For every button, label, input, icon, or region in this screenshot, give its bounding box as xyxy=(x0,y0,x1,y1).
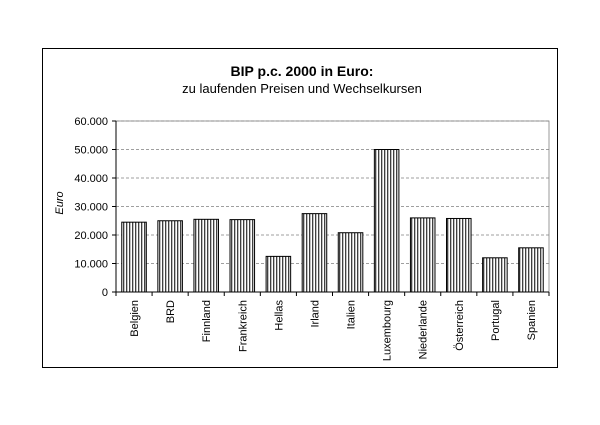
bar-österreich xyxy=(446,217,472,293)
y-tick-label: 30.000 xyxy=(74,202,108,214)
y-axis-label: Euro xyxy=(54,191,66,214)
category-label: Hellas xyxy=(273,300,285,331)
y-tick-label: 60.000 xyxy=(74,116,108,128)
y-tick-label: 10.000 xyxy=(74,259,108,271)
bar-brd xyxy=(157,220,183,293)
category-label: Luxembourg xyxy=(382,300,394,361)
category-label: BRD xyxy=(165,300,177,323)
chart-frame xyxy=(42,48,558,368)
y-tick-label: 50.000 xyxy=(74,145,108,157)
axes xyxy=(112,120,550,296)
y-tick-label: 0 xyxy=(102,287,108,299)
bar-portugal xyxy=(482,257,508,293)
category-label: Irland xyxy=(310,300,322,328)
category-label: Österreich xyxy=(454,300,466,351)
category-label: Niederlande xyxy=(418,300,430,359)
y-tick-label: 20.000 xyxy=(74,230,108,242)
category-label: Spanien xyxy=(526,300,538,340)
bar-frankreich xyxy=(229,219,256,293)
category-labels: Belgien BRD Finnland Frankreich Hellas Irland… xyxy=(129,300,538,362)
chart-title: BIP p.c. 2000 in Euro: xyxy=(231,63,374,79)
bars xyxy=(121,149,544,293)
bar-hellas xyxy=(265,255,292,293)
y-tick-label: 40.000 xyxy=(74,173,108,185)
bar-belgien xyxy=(121,221,147,293)
bar-irland xyxy=(301,213,328,293)
bar-niederlande xyxy=(409,217,436,293)
category-label: Frankreich xyxy=(237,300,249,352)
bar-italien xyxy=(337,232,364,293)
bar-finnland xyxy=(193,218,219,293)
category-label: Belgien xyxy=(129,300,141,337)
y-tick-labels: 0 10.000 20.000 30.000 40.000 50.000 60.000 xyxy=(74,116,108,299)
bar-spanien xyxy=(518,247,544,293)
bar-luxembourg xyxy=(373,149,400,293)
category-label: Finnland xyxy=(201,300,213,342)
category-label: Italien xyxy=(346,300,358,329)
category-label: Portugal xyxy=(490,300,502,341)
chart-subtitle: zu laufenden Preisen und Wechselkursen xyxy=(182,81,422,96)
